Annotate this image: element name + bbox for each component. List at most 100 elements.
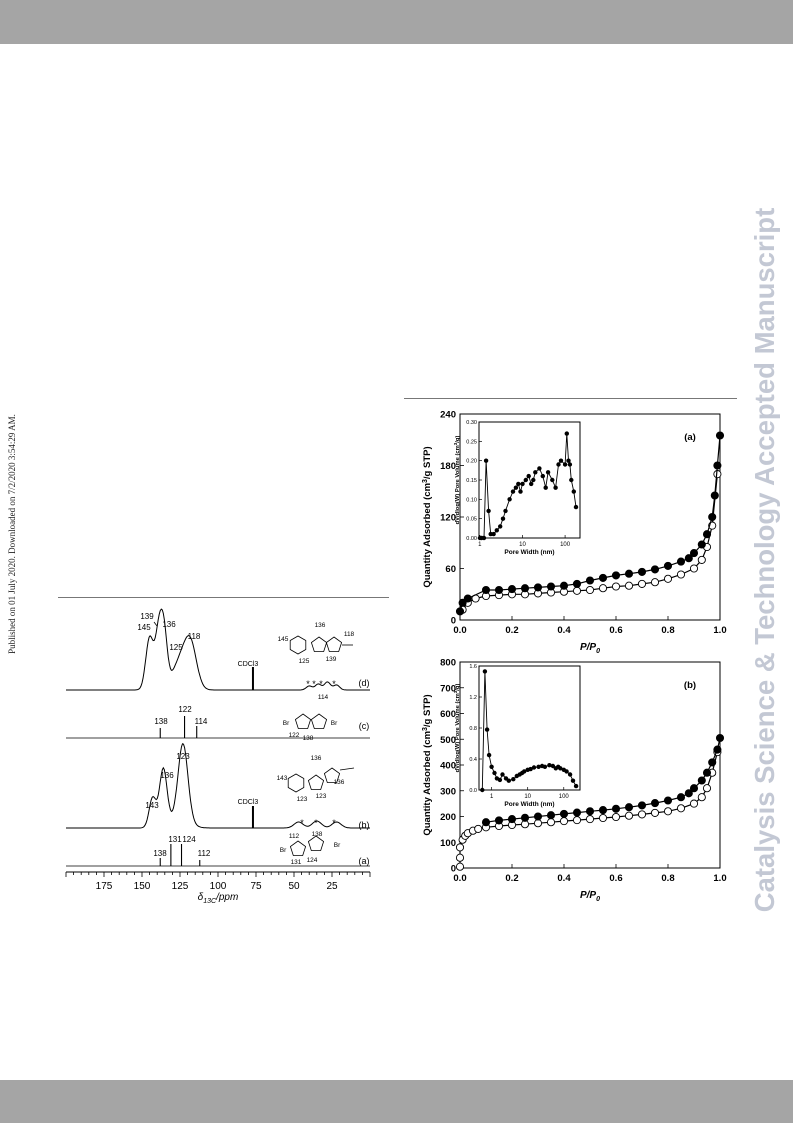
desorption-point [598,813,608,823]
y-tick-label: 60 [445,564,456,575]
inset-point [550,477,555,483]
inset-point [486,508,491,514]
nmr-x-axis-label: δ13C/ppm [198,892,239,905]
adsorption-point [708,512,717,522]
line-label-c-138: 138 [154,717,168,726]
adsorption-point [572,808,582,817]
adsorption-point [684,554,693,563]
y-tick-label: 700 [440,683,456,694]
inset-point [547,763,552,768]
nmr-x-tick-label: 175 [96,881,113,892]
adsorption-point [481,585,491,595]
inset-x-axis-label: Pore Width (nm) [504,549,554,556]
trace-b-spectrum [66,743,370,829]
desorption-point [611,582,621,591]
inset-point [553,485,558,490]
y-tick-label: 400 [440,761,456,772]
peak-label-b-123: 123 [176,752,190,761]
inset-y-tick-label: 0.30 [466,420,477,426]
y-axis-label: Quantity Adsorbed (cm3/g STP) [422,446,433,587]
desorption-point [624,811,634,820]
inset-point [506,778,511,783]
inset-point [567,772,573,777]
inset-y-tick-label: 0.00 [466,536,477,542]
inset-y-tick-label: 0.4 [469,757,477,763]
desorption-point [572,816,582,825]
structure-c-label: Br [283,720,290,727]
structure-d-label: 145 [278,636,289,643]
adsorption-point [676,793,686,802]
structure-a-label: 124 [307,857,318,864]
x-tick-label: 0.6 [609,873,622,884]
desorption-point [650,578,660,587]
spinning-sideband-b: * [300,818,304,828]
inset-x-tick-label: 10 [519,542,526,548]
inset-point [486,752,492,758]
adsorption-point [585,576,595,585]
adsorption-point [546,811,556,820]
line-label-a-124: 124 [182,835,196,844]
inset-point [528,766,533,772]
x-tick-label: 1.0 [713,873,726,884]
desorption-point [650,808,660,817]
inset-point [540,473,545,479]
adsorption-point [481,818,491,827]
peak-label-d-125: 125 [169,643,183,652]
inset-point [503,508,508,514]
inset-point [492,770,497,776]
y-tick-label: 240 [440,410,456,421]
structure-b-label: 123 [297,796,308,803]
adsorption-point [715,431,725,440]
inset-point [529,481,534,487]
desorption-point [689,799,699,808]
nmr-x-tick-label: 25 [326,881,338,892]
y-axis-label: Quantity Adsorbed (cm3/g STP) [422,694,433,835]
inset-point [510,489,516,494]
adsorption-point [507,585,517,594]
inset-point [500,772,505,777]
inset-point [562,462,568,467]
desorption-point [546,818,556,827]
isotherm-chart-b: 0.0 0.2 0.4 0.6 0.8 1.0 0 100 200 300 400 500 600 700… [422,658,727,904]
inset-point [566,458,571,463]
inset-point [526,473,531,479]
adsorption-point [494,816,504,825]
top-banner [0,0,793,44]
inset-point [498,524,503,529]
x-axis-label: P/P0 [580,890,600,903]
y-tick-label: 180 [440,461,456,472]
structure-a-label: 131 [291,859,302,866]
x-tick-label: 0.0 [453,873,466,884]
structure-b-label: 143 [277,775,288,782]
structure-b-label: 123 [316,793,327,800]
line-label-a-131: 131 [168,835,182,844]
inset-point [564,431,569,436]
inset-y-tick-label: 0.8 [469,726,477,732]
y-tick-label: 0 [451,616,456,627]
inset-point [494,528,499,533]
solvent-label-d: CDCl3 [238,661,259,668]
adsorption-point [715,733,725,743]
inset-y-tick-label: 1.2 [469,695,477,701]
desorption-point [455,862,465,871]
desorption-point [697,793,706,802]
inset-point [511,777,516,782]
adsorption-point [650,565,660,574]
inset-point [542,764,548,769]
adsorption-point [585,807,595,816]
peak-label-d-pointer [153,621,158,627]
inset-point [570,778,576,783]
structure-c-label: 122 [289,732,300,739]
y-tick-label: 0 [451,864,456,875]
inset-x-tick-label: 10 [524,794,531,800]
desorption-point [598,584,608,593]
adsorption-point [559,581,569,590]
inset-point [543,485,548,490]
panel-label: (a) [684,432,696,443]
trace-d-spectrum [66,608,370,691]
inset-x-tick-label: 100 [560,542,571,548]
y-tick-label: 120 [440,513,456,524]
adsorption-point [624,803,634,812]
trace-b-label: (b) [359,820,370,830]
line-label-c-122: 122 [178,705,192,714]
